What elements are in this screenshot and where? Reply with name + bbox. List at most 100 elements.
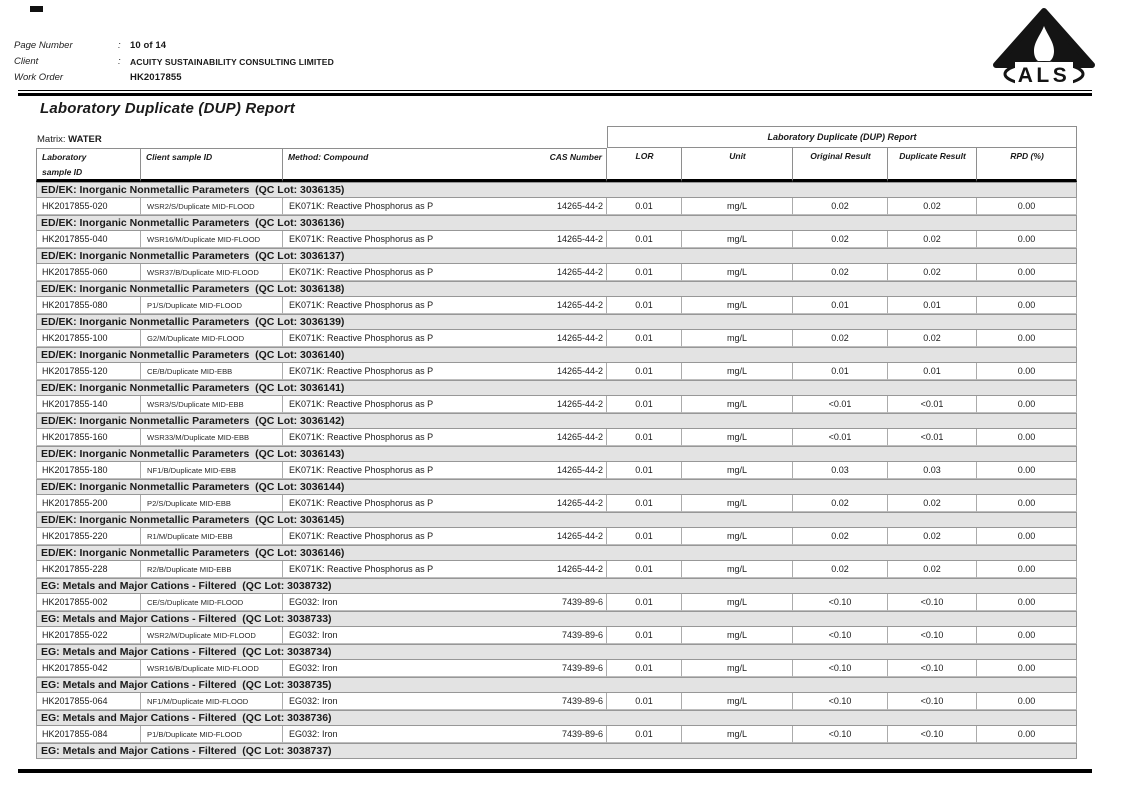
- cell-cas-number: 7439-89-6: [540, 627, 607, 644]
- table-row: HK2017855-084 P1/B/Duplicate MID-FLOOD EG0…: [36, 726, 1078, 743]
- cell-lor: 0.01: [607, 264, 682, 281]
- table-row: HK2017855-120 CE/B/Duplicate MID-EBB EK071…: [36, 363, 1078, 380]
- cell-unit: mg/L: [682, 462, 793, 479]
- section-row: EG: Metals and Major Cations - Filtered …: [36, 677, 1078, 693]
- table-row: HK2017855-228 R2/B/Duplicate MID-EBB EK071…: [36, 561, 1078, 578]
- cell-laboratory-sample-id: HK2017855-020: [36, 198, 141, 215]
- client-label: Client: [14, 56, 39, 67]
- table-row: HK2017855-060 WSR37/B/Duplicate MID-FLOOD…: [36, 264, 1078, 281]
- table-row: HK2017855-200 P2/S/Duplicate MID-EBB EK071…: [36, 495, 1078, 512]
- col-cas-number: CAS Number: [540, 148, 607, 182]
- client-row: Client : ACUITY SUSTAINABILITY CONSULTIN…: [14, 54, 334, 70]
- cell-unit: mg/L: [682, 429, 793, 446]
- cell-duplicate-result: <0.10: [888, 693, 977, 710]
- cell-laboratory-sample-id: HK2017855-002: [36, 594, 141, 611]
- cell-rpd: 0.00: [977, 528, 1078, 545]
- cell-client-sample-id: P2/S/Duplicate MID-EBB: [141, 495, 283, 512]
- section-header: ED/EK: Inorganic Nonmetallic Parameters …: [36, 215, 1078, 231]
- section-row: EG: Metals and Major Cations - Filtered …: [36, 710, 1078, 726]
- section-header: ED/EK: Inorganic Nonmetallic Parameters …: [36, 446, 1078, 462]
- col-lor: LOR: [607, 148, 682, 182]
- section-header: ED/EK: Inorganic Nonmetallic Parameters …: [36, 281, 1078, 297]
- cell-lor: 0.01: [607, 231, 682, 248]
- section-header: EG: Metals and Major Cations - Filtered …: [36, 743, 1078, 759]
- cell-lor: 0.01: [607, 330, 682, 347]
- cell-duplicate-result: 0.01: [888, 363, 977, 380]
- cell-rpd: 0.00: [977, 594, 1078, 611]
- cell-rpd: 0.00: [977, 363, 1078, 380]
- cell-method-compound: EK071K: Reactive Phosphorus as P: [283, 462, 540, 479]
- cell-cas-number: 7439-89-6: [540, 693, 607, 710]
- cell-cas-number: 14265-44-2: [540, 297, 607, 314]
- cell-client-sample-id: P1/S/Duplicate MID-FLOOD: [141, 297, 283, 314]
- cell-method-compound: EK071K: Reactive Phosphorus as P: [283, 264, 540, 281]
- cell-unit: mg/L: [682, 495, 793, 512]
- section-row: ED/EK: Inorganic Nonmetallic Parameters …: [36, 281, 1078, 297]
- work-order-value: HK2017855: [130, 72, 182, 83]
- cell-unit: mg/L: [682, 693, 793, 710]
- cell-rpd: 0.00: [977, 330, 1078, 347]
- cell-laboratory-sample-id: HK2017855-160: [36, 429, 141, 446]
- col-client-sample-id: Client sample ID: [141, 148, 283, 182]
- cell-laboratory-sample-id: HK2017855-042: [36, 660, 141, 677]
- cell-lor: 0.01: [607, 462, 682, 479]
- cell-duplicate-result: 0.02: [888, 561, 977, 578]
- cell-unit: mg/L: [682, 528, 793, 545]
- cell-rpd: 0.00: [977, 462, 1078, 479]
- cell-rpd: 0.00: [977, 495, 1078, 512]
- table-row: HK2017855-022 WSR2/M/Duplicate MID-FLOOD E…: [36, 627, 1078, 644]
- cell-duplicate-result: <0.10: [888, 627, 977, 644]
- client-value: ACUITY SUSTAINABILITY CONSULTING LIMITED: [130, 57, 334, 67]
- cell-unit: mg/L: [682, 561, 793, 578]
- header-rule-thick: [18, 93, 1092, 96]
- section-header: ED/EK: Inorganic Nonmetallic Parameters …: [36, 545, 1078, 561]
- report-table-body: ED/EK: Inorganic Nonmetallic Parameters …: [36, 182, 1078, 759]
- cell-original-result: 0.01: [793, 297, 888, 314]
- cell-method-compound: EK071K: Reactive Phosphorus as P: [283, 297, 540, 314]
- group-header-row: Laboratory Duplicate (DUP) Report: [36, 126, 1078, 148]
- cell-cas-number: 14265-44-2: [540, 264, 607, 281]
- cell-cas-number: 14265-44-2: [540, 330, 607, 347]
- table-row: HK2017855-020 WSR2/S/Duplicate MID-FLOOD E…: [36, 198, 1078, 215]
- section-row: EG: Metals and Major Cations - Filtered …: [36, 611, 1078, 627]
- cell-method-compound: EK071K: Reactive Phosphorus as P: [283, 495, 540, 512]
- cell-original-result: 0.02: [793, 264, 888, 281]
- dup-report-table: Laboratory Duplicate (DUP) Report Labora…: [36, 126, 1078, 759]
- matrix-line: Matrix: WATER: [37, 134, 102, 145]
- cell-rpd: 0.00: [977, 660, 1078, 677]
- col-method-compound: Method: Compound: [283, 148, 540, 182]
- section-row: EG: Metals and Major Cations - Filtered …: [36, 644, 1078, 660]
- cell-rpd: 0.00: [977, 231, 1078, 248]
- als-logo-text: ALS: [1018, 64, 1071, 86]
- cell-rpd: 0.00: [977, 429, 1078, 446]
- cell-method-compound: EG032: Iron: [283, 660, 540, 677]
- cell-laboratory-sample-id: HK2017855-060: [36, 264, 141, 281]
- cell-lor: 0.01: [607, 495, 682, 512]
- cell-laboratory-sample-id: HK2017855-228: [36, 561, 141, 578]
- cell-duplicate-result: <0.10: [888, 660, 977, 677]
- cell-lor: 0.01: [607, 198, 682, 215]
- group-header-spacer: [36, 126, 607, 148]
- cell-cas-number: 14265-44-2: [540, 198, 607, 215]
- cell-original-result: <0.01: [793, 429, 888, 446]
- cell-duplicate-result: 0.02: [888, 495, 977, 512]
- section-header: EG: Metals and Major Cations - Filtered …: [36, 710, 1078, 726]
- col-duplicate-result: Duplicate Result: [888, 148, 977, 182]
- cell-original-result: <0.01: [793, 396, 888, 413]
- cell-method-compound: EG032: Iron: [283, 594, 540, 611]
- cell-client-sample-id: CE/B/Duplicate MID-EBB: [141, 363, 283, 380]
- cell-laboratory-sample-id: HK2017855-220: [36, 528, 141, 545]
- cell-laboratory-sample-id: HK2017855-180: [36, 462, 141, 479]
- cell-lor: 0.01: [607, 627, 682, 644]
- cell-method-compound: EK071K: Reactive Phosphorus as P: [283, 561, 540, 578]
- page-number-label: Page Number: [14, 40, 73, 51]
- cell-client-sample-id: R2/B/Duplicate MID-EBB: [141, 561, 283, 578]
- cell-duplicate-result: <0.01: [888, 429, 977, 446]
- als-logo-icon: ALS: [993, 8, 1095, 86]
- cell-client-sample-id: CE/S/Duplicate MID-FLOOD: [141, 594, 283, 611]
- page-number-value: 10 of 14: [130, 40, 167, 51]
- cell-laboratory-sample-id: HK2017855-140: [36, 396, 141, 413]
- cell-laboratory-sample-id: HK2017855-022: [36, 627, 141, 644]
- section-header: EG: Metals and Major Cations - Filtered …: [36, 644, 1078, 660]
- section-header: EG: Metals and Major Cations - Filtered …: [36, 611, 1078, 627]
